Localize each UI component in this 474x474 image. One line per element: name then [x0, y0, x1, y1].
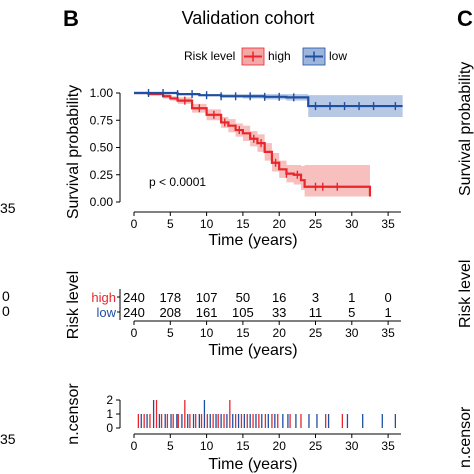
- right-fragment-ylabel: n.censor: [457, 406, 474, 468]
- risk-cell-high: 1: [348, 290, 355, 305]
- risk-x-tick-label: 0: [131, 326, 138, 340]
- right-fragment: Survival probability Risk level n.censor: [457, 62, 474, 468]
- risk-cell-high: 107: [196, 290, 218, 305]
- censor-y-ticks: 012: [106, 393, 120, 435]
- censor-y-tick-label: 1: [106, 407, 113, 421]
- km-x-tick-label: 20: [273, 217, 287, 231]
- left-fragment: 35 0 0 35: [0, 200, 16, 447]
- risk-x-tick-label: 10: [200, 326, 214, 340]
- km-y-tick-label: 0.00: [90, 195, 114, 209]
- risk-cell-low: 105: [232, 305, 254, 320]
- censor-x-tick-label: 10: [200, 439, 214, 453]
- risk-x-tick-label: 30: [345, 326, 359, 340]
- risk-row-label-high: high: [91, 290, 116, 305]
- risk-cell-high: 240: [123, 290, 145, 305]
- km-x-tick-label: 10: [200, 217, 214, 231]
- censor-x-tick-label: 30: [345, 439, 359, 453]
- censor-x-tick-label: 35: [381, 439, 395, 453]
- risk-cell-high: 0: [384, 290, 391, 305]
- km-y-tick-label: 1.00: [90, 86, 114, 100]
- left-fragment-tick: 35: [0, 431, 16, 447]
- risk-x-tick-label: 15: [236, 326, 250, 340]
- censor-x-tick-label: 0: [131, 439, 138, 453]
- risk-cell-low: 161: [196, 305, 218, 320]
- censor-x-tick-label: 15: [236, 439, 250, 453]
- censor-x-axis-title: Time (years): [208, 456, 297, 473]
- risk-x-ticks: 0 5 10 15 20 25 30 35: [131, 321, 395, 340]
- risk-x-tick-label: 35: [381, 326, 395, 340]
- p-value-annotation: p < 0.0001: [149, 175, 206, 189]
- risk-cell-low: 208: [159, 305, 181, 320]
- km-x-tick-label: 30: [345, 217, 359, 231]
- ci-band-high: [134, 93, 370, 202]
- censor-y-tick-label: 0: [106, 421, 113, 435]
- legend-label-high: high: [268, 49, 291, 63]
- censor-y-axis-title: n.censor: [65, 383, 82, 445]
- left-fragment-tick: 0: [2, 288, 10, 304]
- chart-title: Validation cohort: [182, 8, 315, 28]
- risk-cell-high: 16: [272, 290, 286, 305]
- censor-panel: 012 0 5 10 15 20 25 30 35 Time (years) n.censor: [65, 383, 401, 473]
- km-y-tick-label: 0.25: [90, 168, 114, 182]
- km-x-tick-label: 5: [167, 217, 174, 231]
- risk-x-tick-label: 20: [273, 326, 287, 340]
- legend-label-low: low: [329, 49, 347, 63]
- left-fragment-tick: 0: [2, 303, 10, 319]
- legend: Risk level high low: [184, 47, 347, 66]
- panel-letter-b: B: [63, 6, 79, 31]
- risk-cell-high: 3: [312, 290, 319, 305]
- survival-curve-high: [134, 91, 372, 197]
- km-x-axis-title: Time (years): [208, 232, 297, 249]
- left-fragment-tick: 35: [0, 200, 16, 216]
- risk-cell-low: 11: [309, 305, 323, 320]
- km-censor-marks: [147, 89, 397, 191]
- risk-cell-low: 33: [272, 305, 286, 320]
- panel-letter-c: C: [457, 6, 473, 31]
- risk-cell-low: 5: [348, 305, 355, 320]
- censor-x-ticks: 0 5 10 15 20 25 30 35: [131, 434, 395, 453]
- risk-x-tick-label: 25: [309, 326, 323, 340]
- legend-title: Risk level: [184, 49, 235, 63]
- censor-x-tick-label: 5: [167, 439, 174, 453]
- km-x-ticks: 0 5 10 15 20 25 30 35: [131, 212, 395, 231]
- km-y-tick-label: 0.75: [90, 113, 114, 127]
- censor-x-tick-label: 25: [309, 439, 323, 453]
- km-x-tick-label: 0: [131, 217, 138, 231]
- km-y-axis-title: Survival probability: [65, 85, 82, 219]
- risk-cell-low: 1: [384, 305, 391, 320]
- km-x-tick-label: 35: [381, 217, 395, 231]
- km-confidence-bands: [134, 93, 403, 202]
- risk-row-label-low: low: [96, 305, 116, 320]
- km-x-tick-label: 15: [236, 217, 250, 231]
- right-fragment-ylabel: Risk level: [457, 260, 474, 328]
- risk-cell-low: 240: [123, 305, 145, 320]
- risk-x-axis-title: Time (years): [208, 342, 297, 359]
- km-y-ticks: 0.00 0.25 0.50 0.75 1.00: [90, 86, 120, 209]
- km-panel: Validation cohort Risk level high low 0.…: [65, 8, 403, 249]
- censor-y-tick-label: 2: [106, 393, 113, 407]
- censor-bars: [137, 400, 397, 428]
- km-x-tick-label: 25: [309, 217, 323, 231]
- ci-band-low: [134, 93, 403, 117]
- risk-cell-high: 50: [236, 290, 250, 305]
- censor-x-tick-label: 20: [273, 439, 287, 453]
- risk-y-axis-title: Risk level: [65, 271, 82, 339]
- risk-cell-high: 178: [159, 290, 181, 305]
- right-fragment-ylabel: Survival probability: [457, 62, 474, 196]
- risk-x-tick-label: 5: [167, 326, 174, 340]
- km-y-tick-label: 0.50: [90, 141, 114, 155]
